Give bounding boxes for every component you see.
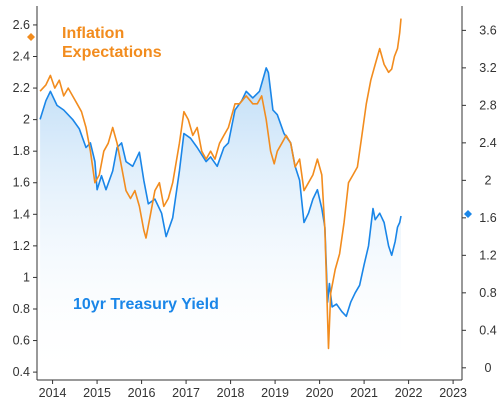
x-tick-label: 2023 — [439, 386, 467, 400]
right-tick-label: 2.4 — [479, 136, 496, 150]
right-axis-ticks: 0 0.4 0.8 1.2 1.6 2 2.4 2.8 3.2 3.6 — [462, 23, 497, 375]
left-axis-ticks: 0.4 0.6 0.8 1 1.2 1.4 1.6 1.8 2 2.2 2.4 2.6 — [13, 18, 37, 379]
right-tick-label: 0.4 — [479, 323, 496, 337]
right-tick-label: 0 — [485, 361, 492, 375]
right-tick-label: 2.8 — [479, 98, 496, 112]
left-tick-label: 1.6 — [13, 176, 30, 190]
inflation-series-line — [39, 18, 402, 350]
right-tick-label: 2 — [485, 173, 492, 187]
x-axis-ticks: 2014 2015 2016 2017 2018 2019 2020 2021 2022 2023 — [39, 380, 467, 400]
x-tick-label: 2017 — [172, 386, 200, 400]
x-tick-label: 2014 — [39, 386, 67, 400]
x-tick-label: 2016 — [128, 386, 156, 400]
left-tick-label: 1.2 — [13, 239, 30, 253]
left-tick-label: 2.6 — [13, 18, 30, 32]
right-tick-label: 0.8 — [479, 286, 496, 300]
left-tick-label: 0.4 — [13, 365, 30, 379]
right-axis-marker-icon — [464, 210, 472, 218]
left-tick-label: 1.4 — [13, 207, 30, 221]
right-tick-label: 3.6 — [479, 23, 496, 37]
left-tick-label: 1.8 — [13, 144, 30, 158]
x-tick-label: 2022 — [395, 386, 423, 400]
inflation-label-line-2: Expectations — [62, 44, 162, 61]
left-tick-label: 0.6 — [13, 334, 30, 348]
x-tick-label: 2015 — [83, 386, 111, 400]
left-axis-marker-icon — [27, 33, 35, 41]
x-tick-label: 2018 — [217, 386, 245, 400]
x-tick-label: 2020 — [306, 386, 334, 400]
x-tick-label: 2019 — [261, 386, 289, 400]
x-tick-label: 2021 — [350, 386, 378, 400]
left-tick-label: 1 — [23, 270, 30, 284]
yield-area-fill — [40, 67, 401, 381]
right-tick-label: 3.2 — [479, 61, 496, 75]
left-tick-label: 2.2 — [13, 81, 30, 95]
yield-series-line — [39, 67, 402, 318]
right-tick-label: 1.6 — [479, 211, 496, 225]
inflation-label-line-1: Inflation — [62, 25, 124, 42]
left-tick-label: 0.8 — [13, 302, 30, 316]
left-tick-label: 2.4 — [13, 49, 30, 63]
right-tick-label: 1.2 — [479, 248, 496, 262]
yield-label: 10yr Treasury Yield — [73, 296, 219, 313]
left-tick-label: 2 — [23, 113, 30, 127]
